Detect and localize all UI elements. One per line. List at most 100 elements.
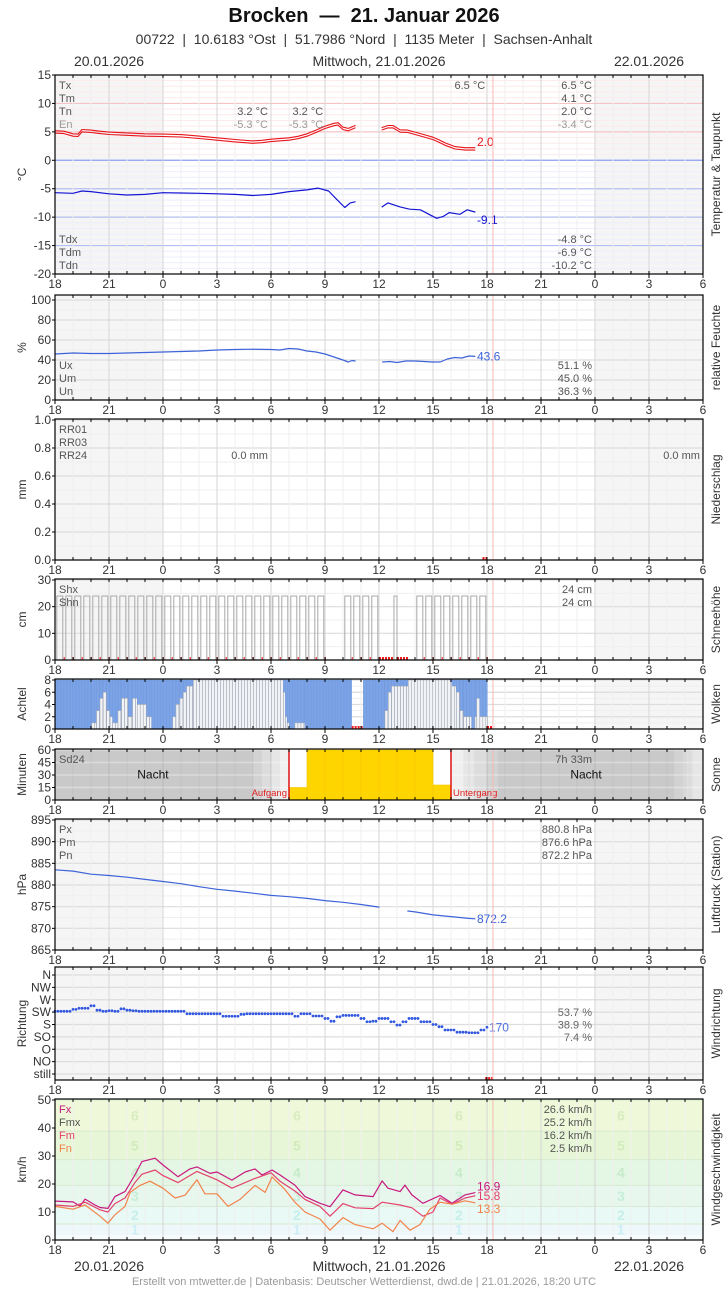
legend-value: 2.5 km/h — [550, 1143, 592, 1155]
cloud-cover-bar — [244, 679, 248, 730]
x-axis-label: 6 — [700, 732, 707, 746]
wind-direction-dot — [239, 1012, 243, 1016]
y-axis-label: 0.6 — [34, 469, 51, 483]
sunshine-bar — [324, 749, 344, 801]
twilight-shading — [683, 749, 693, 800]
cloud-cover-bar — [417, 679, 421, 730]
x-axis-label: 0 — [160, 953, 167, 967]
wind-direction-dot — [425, 1020, 429, 1024]
x-axis-label: 15 — [426, 732, 440, 746]
night-label: Nacht — [570, 768, 602, 782]
cloud-cover-bar — [429, 679, 433, 730]
legend-label: RR03 — [59, 437, 87, 449]
wind-direction-dot — [371, 1019, 375, 1023]
x-axis-label: 15 — [426, 563, 440, 577]
y-axis-label: S — [43, 1018, 51, 1032]
y-axis-label: still — [34, 1067, 51, 1081]
y-axis-label: 20 — [38, 600, 52, 614]
beaufort-label: 1 — [455, 1222, 463, 1238]
x-axis-label: 6 — [268, 1243, 275, 1257]
twilight-shading — [262, 749, 271, 800]
beaufort-label: 2 — [293, 1207, 301, 1223]
wind-direction-dot — [77, 1006, 81, 1010]
y-axis-label: 885 — [31, 856, 51, 870]
twilight-shading — [487, 749, 498, 800]
y-axis-label: SW — [32, 1005, 52, 1019]
x-axis-label: 15 — [426, 953, 440, 967]
wind-direction-dot — [176, 1009, 180, 1013]
beaufort-label: 6 — [617, 1108, 625, 1124]
cloud-cover-bar — [235, 679, 239, 730]
wind-direction-dot — [161, 1009, 165, 1013]
cloud-cover-bar — [175, 704, 180, 730]
cloud-cover-bar — [435, 679, 439, 730]
clear-sky-bar — [471, 679, 475, 730]
x-axis-label: 21 — [534, 803, 548, 817]
y-axis-title: Minuten — [15, 753, 29, 796]
wind-direction-dot — [134, 1009, 138, 1013]
y-axis-label: 50 — [38, 1093, 52, 1107]
clear-sky-bar — [151, 679, 155, 730]
wind-direction-dot — [155, 1009, 159, 1013]
cloud-cover-bar — [280, 679, 284, 730]
cloud-cover-bar — [426, 679, 430, 730]
wind-direction-dot — [365, 1020, 369, 1024]
y-axis-label: 0 — [44, 722, 51, 736]
legend-value: 24 cm — [562, 584, 592, 596]
wind-direction-dot — [170, 1009, 174, 1013]
wind-direction-dot — [332, 1019, 336, 1023]
y-axis-label: 45 — [38, 756, 52, 770]
wind-direction-dot — [200, 1012, 204, 1016]
y-axis-label: 15 — [38, 781, 52, 795]
cloud-cover-bar — [211, 679, 215, 730]
clear-sky-bar — [316, 679, 321, 730]
x-axis-label: 18 — [480, 663, 494, 677]
wind-direction-dot — [104, 1009, 108, 1013]
y-axis-title: hPa — [15, 874, 29, 896]
twilight-shading — [271, 749, 280, 800]
clear-sky-bar — [322, 679, 327, 730]
legend-label: Tdm — [59, 247, 81, 259]
x-axis-label: 21 — [534, 1243, 548, 1257]
legend-value: -10.2 °C — [552, 260, 593, 272]
y-axis-title: °C — [15, 167, 29, 181]
legend-label: Fx — [59, 1104, 72, 1116]
end-value-label: 13.3 — [477, 1202, 501, 1216]
legend-label: Tx — [59, 80, 72, 92]
wind-direction-dot — [62, 1009, 66, 1013]
wind-direction-dot — [209, 1012, 213, 1016]
value-annotation: 0.0 mm — [663, 450, 700, 462]
beaufort-label: 5 — [617, 1137, 625, 1153]
y-axis-label: SO — [34, 1030, 51, 1044]
wind-direction-dot — [386, 1017, 390, 1020]
wind-direction-dot — [215, 1012, 219, 1016]
y-axis-label: 0 — [44, 393, 51, 407]
wind-direction-dot — [173, 1009, 177, 1013]
x-axis-label: 9 — [322, 732, 329, 746]
wind-direction-dot — [461, 1030, 465, 1034]
y-axis-label: 10 — [38, 626, 52, 640]
beaufort-label: 1 — [131, 1222, 139, 1238]
beaufort-label: 1 — [293, 1222, 301, 1238]
clear-sky-bar — [343, 679, 348, 730]
y-axis-label: 40 — [38, 1121, 52, 1135]
x-axis-label: 6 — [268, 953, 275, 967]
wind-direction-dot — [299, 1012, 303, 1016]
clear-sky-bar — [166, 679, 170, 730]
clear-sky-bar — [313, 679, 318, 730]
cloud-cover-bar — [262, 679, 266, 730]
cloud-cover-bar — [136, 704, 141, 730]
beaufort-label: 4 — [617, 1165, 625, 1181]
wind-direction-dot — [344, 1014, 348, 1017]
y-axis-label: O — [42, 1042, 51, 1056]
y-axis-label: -15 — [34, 239, 52, 253]
x-axis-label: 18 — [48, 403, 62, 417]
x-axis-label: 21 — [102, 563, 116, 577]
beaufort-label: 4 — [293, 1165, 301, 1181]
wind-direction-dot — [257, 1012, 261, 1016]
wind-direction-dot — [485, 1025, 489, 1029]
wind-direction-dot — [356, 1014, 360, 1017]
wind-direction-dot — [398, 1023, 402, 1027]
station-info: 00722 | 10.6183 °Ost | 51.7986 °Nord | 1… — [135, 31, 593, 47]
